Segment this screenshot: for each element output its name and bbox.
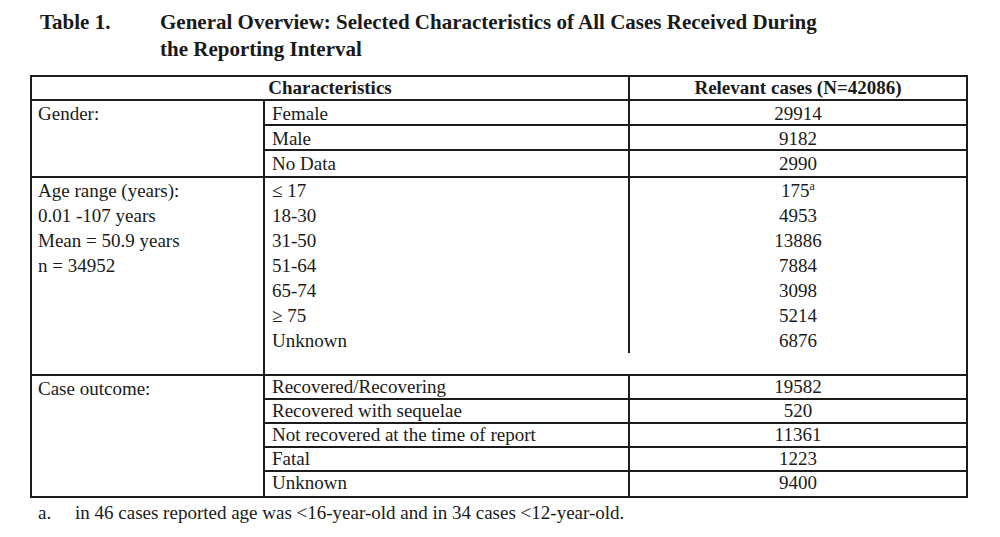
age-label-line: Mean = 50.9 years: [38, 228, 263, 253]
table-title-line1: General Overview: Selected Characteristi…: [160, 9, 817, 36]
table-header-row: Characteristics Relevant cases (N=42086): [32, 77, 966, 101]
age-row-value-number: 175: [781, 180, 810, 201]
characteristics-table: Characteristics Relevant cases (N=42086)…: [30, 75, 968, 498]
age-row-label: 18-30: [265, 203, 630, 228]
outcome-row-value: 19582: [630, 376, 966, 400]
table-title-line2: the Reporting Interval: [160, 36, 817, 63]
age-row-blank: [265, 353, 630, 376]
case-outcome-section-label: Case outcome:: [32, 376, 265, 496]
age-row-value: 4953: [630, 203, 966, 228]
footnote-text: in 46 cases reported age was <16-year-ol…: [75, 501, 624, 525]
age-row-value: 175a: [630, 178, 966, 203]
table-title: Table 1. General Overview: Selected Char…: [40, 9, 817, 63]
age-row-label: 51-64: [265, 253, 630, 278]
case-outcome-section: Case outcome: Recovered/Recovering 19582…: [32, 376, 966, 496]
age-row-label: Unknown: [265, 328, 630, 353]
header-characteristics: Characteristics: [32, 77, 630, 99]
outcome-row-value: 9400: [630, 472, 966, 496]
age-row-value: 6876: [630, 328, 966, 353]
table-footnote: a. in 46 cases reported age was <16-year…: [38, 501, 624, 525]
footnote-ref-a: a: [810, 179, 815, 193]
age-label-line: n = 34952: [38, 253, 263, 278]
age-row-value: 13886: [630, 228, 966, 253]
age-row-label: 65-74: [265, 278, 630, 303]
outcome-row-label: Unknown: [265, 472, 630, 496]
outcome-row-value: 1223: [630, 448, 966, 472]
gender-row-value: 9182: [630, 126, 966, 151]
header-relevant-cases: Relevant cases (N=42086): [630, 77, 966, 99]
gender-row-label: No Data: [265, 151, 630, 176]
outcome-row-label: Fatal: [265, 448, 630, 472]
age-row-label: ≥ 75: [265, 303, 630, 328]
gender-row-label: Female: [265, 101, 630, 126]
age-row-value: 5214: [630, 303, 966, 328]
footnote-marker: a.: [38, 501, 75, 525]
age-row-blank: [32, 353, 265, 376]
outcome-row-label: Recovered/Recovering: [265, 376, 630, 400]
gender-section-label: Gender:: [32, 101, 265, 176]
outcome-row-label: Not recovered at the time of report: [265, 424, 630, 448]
age-label-line: 0.01 -107 years: [38, 203, 263, 228]
gender-row-label: Male: [265, 126, 630, 151]
table-title-number: Table 1.: [40, 9, 160, 63]
outcome-row-label: Recovered with sequelae: [265, 400, 630, 424]
age-row-value: 3098: [630, 278, 966, 303]
table-title-text: General Overview: Selected Characteristi…: [160, 9, 817, 63]
age-row-label: 31-50: [265, 228, 630, 253]
age-label-line: Age range (years):: [38, 178, 263, 203]
outcome-row-value: 11361: [630, 424, 966, 448]
age-section-label: Age range (years): 0.01 -107 years Mean …: [32, 178, 265, 353]
gender-row-value: 29914: [630, 101, 966, 126]
age-section: Age range (years): 0.01 -107 years Mean …: [32, 178, 966, 376]
age-row-value: 7884: [630, 253, 966, 278]
gender-section: Gender: Female 29914 Male 9182 No Data 2…: [32, 101, 966, 178]
gender-row-value: 2990: [630, 151, 966, 176]
outcome-row-value: 520: [630, 400, 966, 424]
age-row-label: ≤ 17: [265, 178, 630, 203]
